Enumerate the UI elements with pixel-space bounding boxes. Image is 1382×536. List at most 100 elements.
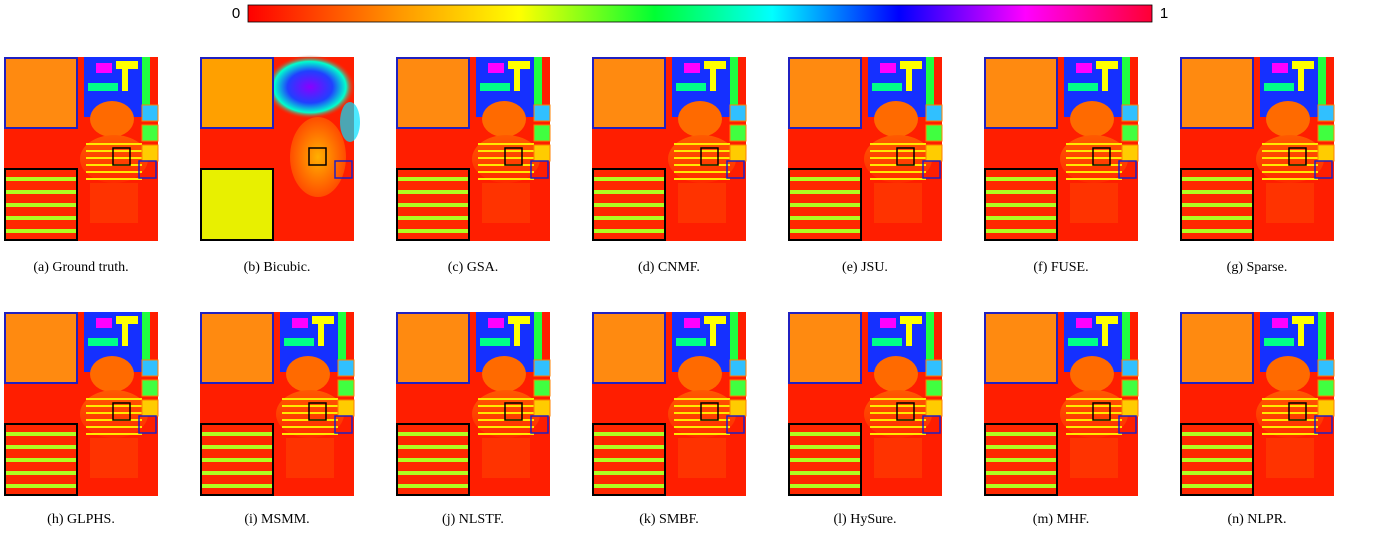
panel bbox=[788, 312, 942, 496]
image-region bbox=[142, 360, 158, 376]
inset-stripe bbox=[594, 471, 664, 475]
image-stripe bbox=[86, 157, 142, 159]
image-region bbox=[290, 117, 346, 197]
image-region bbox=[338, 400, 354, 416]
image-stripe bbox=[674, 398, 730, 400]
image-region bbox=[1122, 400, 1138, 416]
inset-stripe bbox=[6, 471, 76, 475]
inset-stripe bbox=[986, 203, 1056, 207]
image-region bbox=[1068, 338, 1098, 346]
image-region bbox=[142, 400, 158, 416]
panel-caption: (f) FUSE. bbox=[1033, 260, 1088, 275]
inset-top bbox=[201, 313, 273, 383]
panel-caption: (j) NLSTF. bbox=[442, 512, 504, 527]
image-region bbox=[142, 380, 158, 396]
image-region bbox=[534, 105, 550, 121]
inset-top bbox=[593, 58, 665, 128]
image-region bbox=[1292, 61, 1314, 69]
image-stripe bbox=[478, 405, 534, 407]
image-region bbox=[88, 83, 118, 91]
inset-top bbox=[397, 313, 469, 383]
inset-stripe bbox=[398, 458, 468, 462]
inset-stripe bbox=[790, 177, 860, 181]
image-region bbox=[678, 356, 722, 392]
image-region bbox=[514, 324, 520, 346]
image-region bbox=[1122, 380, 1138, 396]
inset-stripe bbox=[986, 432, 1056, 436]
image-region bbox=[730, 380, 746, 396]
image-region bbox=[730, 145, 746, 161]
image-region bbox=[926, 125, 942, 141]
inset-stripe bbox=[986, 458, 1056, 462]
image-region bbox=[482, 438, 530, 478]
image-stripe bbox=[674, 433, 730, 435]
image-region bbox=[1272, 318, 1288, 328]
image-stripe bbox=[86, 433, 142, 435]
image-region bbox=[480, 338, 510, 346]
image-stripe bbox=[1066, 171, 1122, 173]
inset-stripe bbox=[1182, 177, 1252, 181]
inset-stripe bbox=[6, 203, 76, 207]
inset-stripe bbox=[594, 445, 664, 449]
inset-stripe bbox=[1182, 432, 1252, 436]
image-region bbox=[684, 63, 700, 73]
image-region bbox=[90, 438, 138, 478]
inset-stripe bbox=[1182, 484, 1252, 488]
image-region bbox=[284, 338, 314, 346]
inset-top bbox=[1181, 313, 1253, 383]
image-stripe bbox=[674, 412, 730, 414]
image-stripe bbox=[1262, 398, 1318, 400]
inset-stripe bbox=[986, 484, 1056, 488]
image-region bbox=[482, 183, 530, 223]
image-stripe bbox=[86, 143, 142, 145]
image-region bbox=[1122, 145, 1138, 161]
image-region bbox=[926, 400, 942, 416]
image-region bbox=[340, 102, 360, 142]
inset-stripe bbox=[986, 471, 1056, 475]
image-region bbox=[482, 101, 526, 137]
image-region bbox=[1102, 324, 1108, 346]
image-stripe bbox=[86, 398, 142, 400]
image-stripe bbox=[1066, 143, 1122, 145]
inset-stripe bbox=[398, 216, 468, 220]
image-region bbox=[926, 145, 942, 161]
image-stripe bbox=[870, 143, 926, 145]
inset-stripe bbox=[6, 484, 76, 488]
inset-stripe bbox=[594, 190, 664, 194]
image-stripe bbox=[86, 150, 142, 152]
image-region bbox=[482, 356, 526, 392]
image-region bbox=[678, 183, 726, 223]
image-region bbox=[488, 318, 504, 328]
image-stripe bbox=[1066, 150, 1122, 152]
inset-stripe bbox=[594, 484, 664, 488]
image-stripe bbox=[282, 398, 338, 400]
panel bbox=[200, 55, 360, 241]
image-region bbox=[1266, 101, 1310, 137]
image-region bbox=[1076, 318, 1092, 328]
image-stripe bbox=[86, 178, 142, 180]
inset-stripe bbox=[398, 432, 468, 436]
image-region bbox=[710, 69, 716, 91]
image-region bbox=[684, 318, 700, 328]
image-region bbox=[534, 125, 550, 141]
panel bbox=[1180, 57, 1334, 241]
image-stripe bbox=[86, 426, 142, 428]
inset-stripe bbox=[790, 445, 860, 449]
image-region bbox=[338, 360, 354, 376]
image-region bbox=[1298, 69, 1304, 91]
inset-stripe bbox=[594, 229, 664, 233]
image-region bbox=[1266, 438, 1314, 478]
image-stripe bbox=[1262, 433, 1318, 435]
image-region bbox=[1298, 324, 1304, 346]
inset-top bbox=[789, 58, 861, 128]
inset-stripe bbox=[6, 190, 76, 194]
image-region bbox=[338, 380, 354, 396]
image-region bbox=[1318, 105, 1334, 121]
inset-stripe bbox=[790, 458, 860, 462]
inset-stripe bbox=[790, 471, 860, 475]
image-stripe bbox=[674, 178, 730, 180]
panel-caption: (h) GLPHS. bbox=[47, 512, 115, 527]
panel bbox=[4, 57, 158, 241]
image-stripe bbox=[870, 426, 926, 428]
image-region bbox=[1272, 63, 1288, 73]
